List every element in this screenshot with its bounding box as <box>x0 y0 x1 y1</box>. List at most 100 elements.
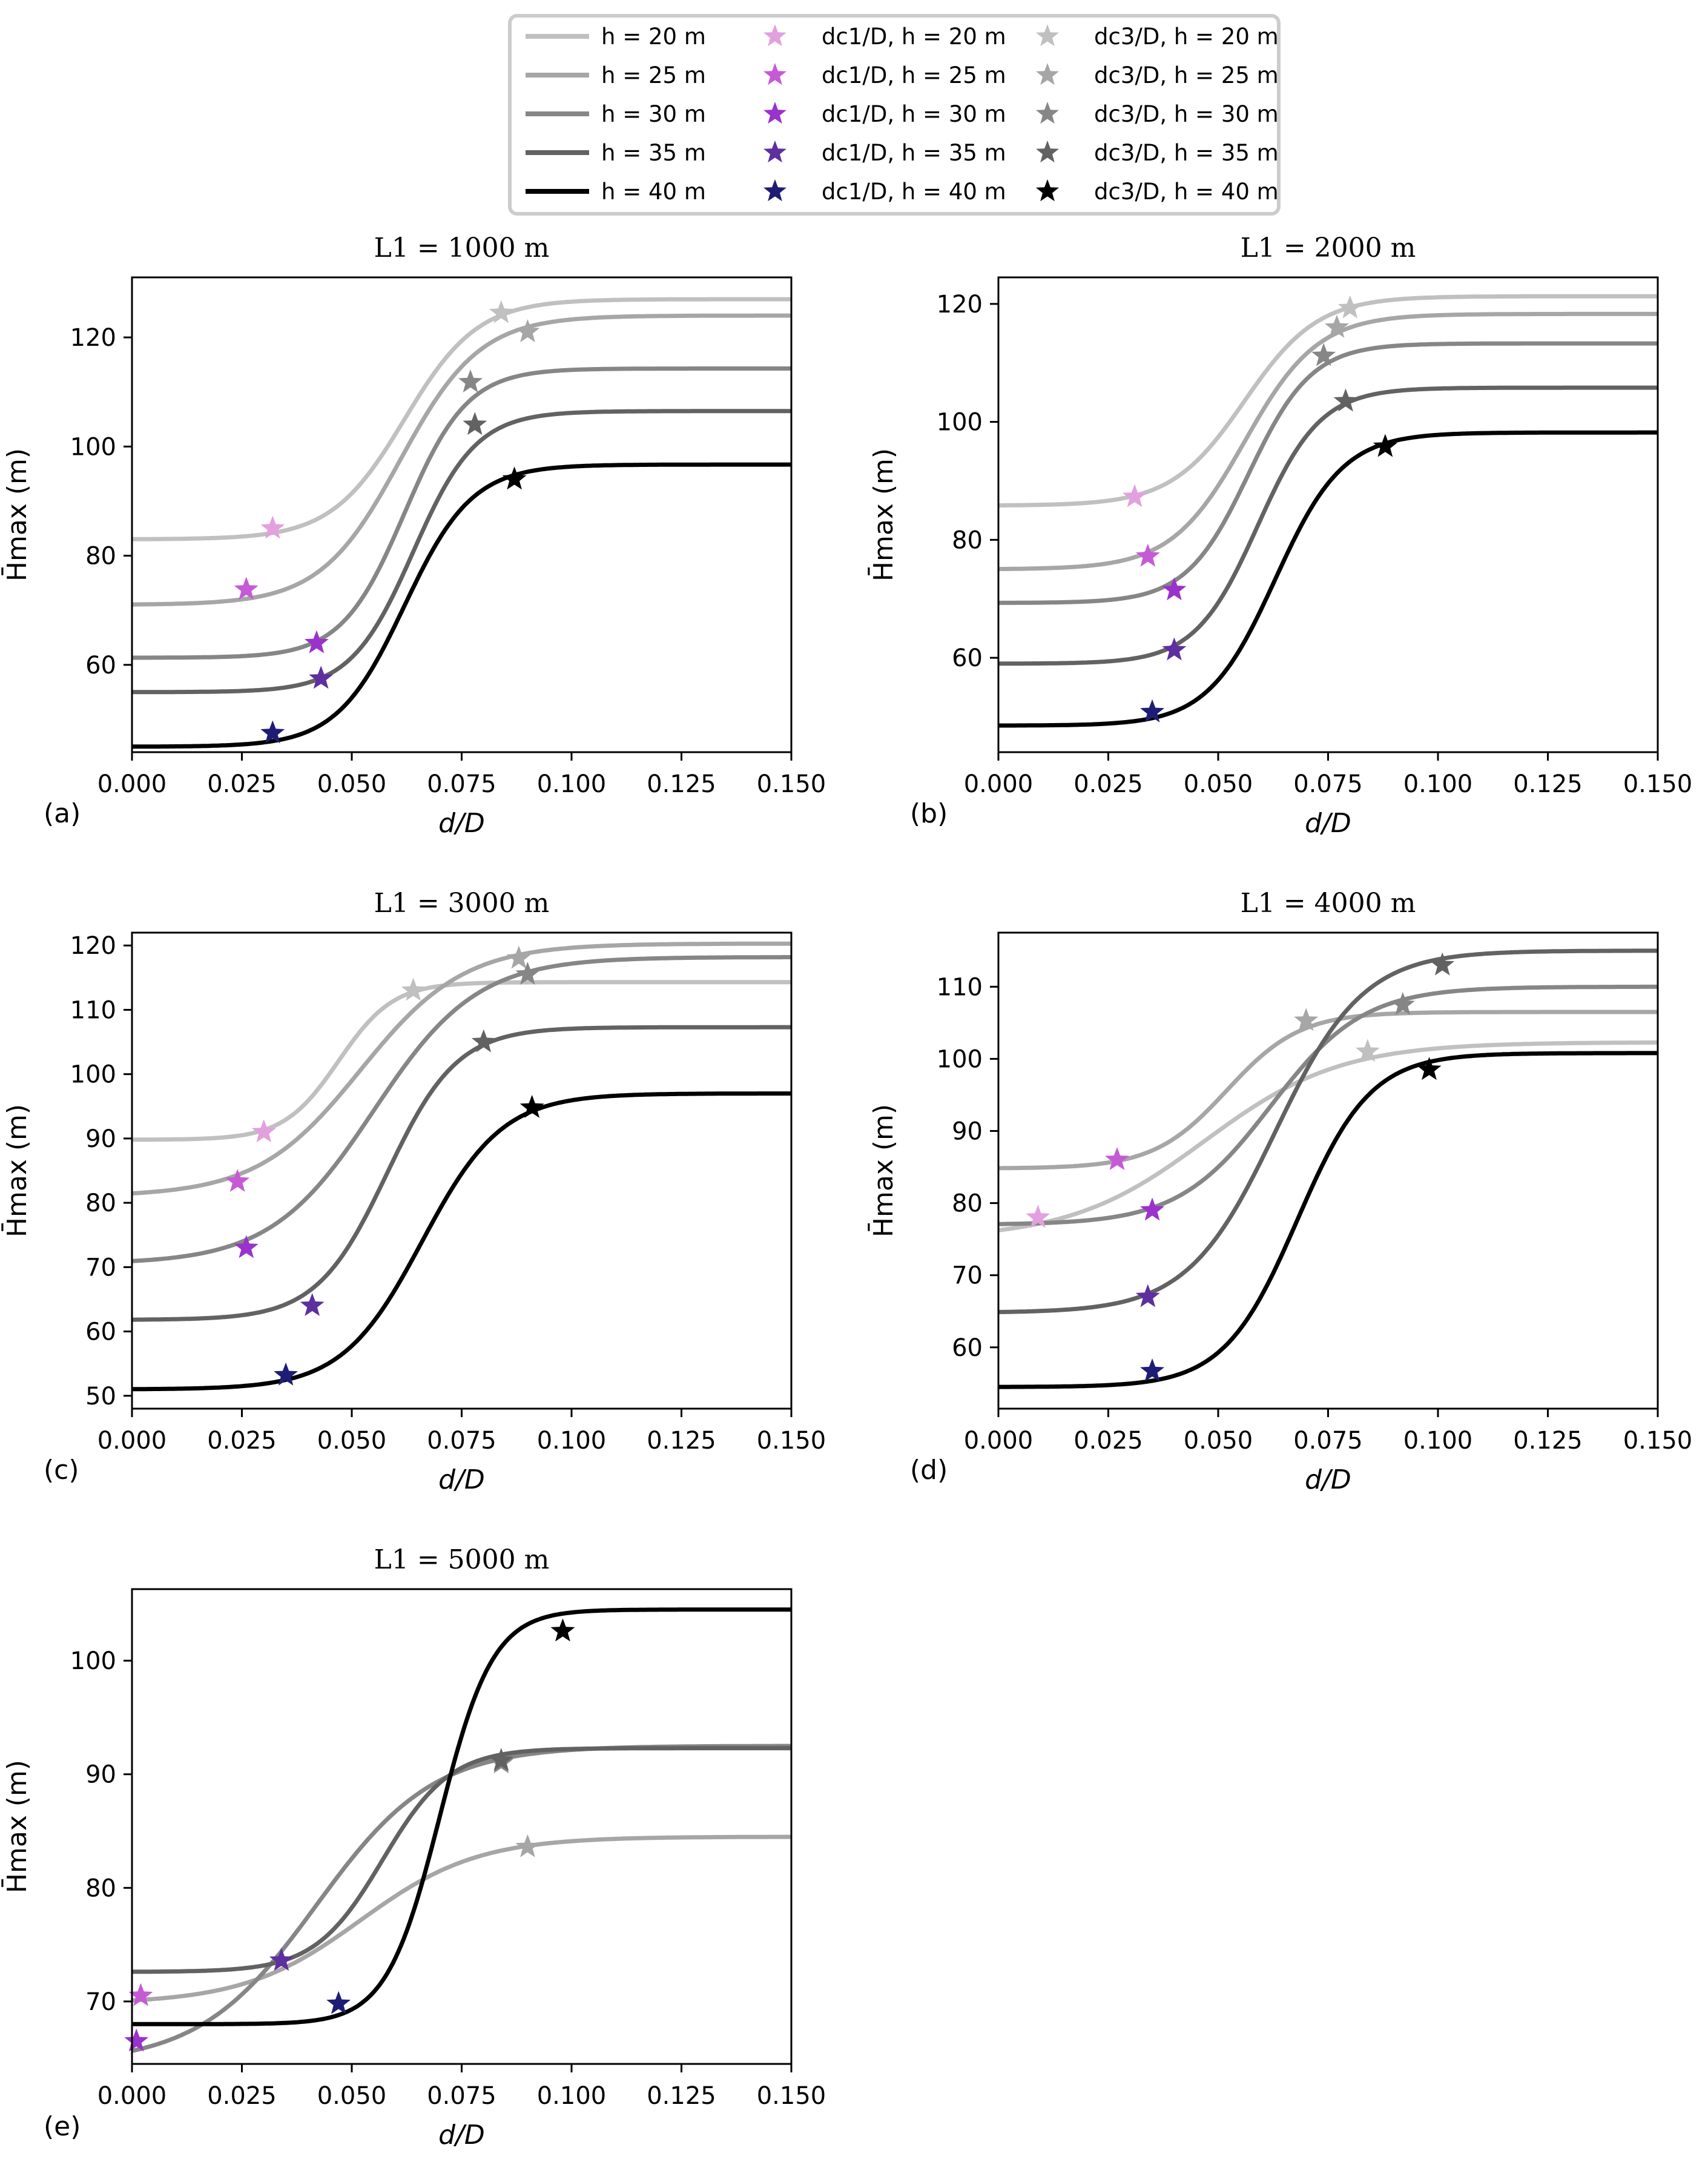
x-tick-label: 0.075 <box>1293 770 1363 798</box>
star-marker-dc3-h-20-m <box>1337 295 1362 319</box>
series-line-h-25-m <box>998 311 1658 572</box>
y-tick-label: 100 <box>70 1647 116 1675</box>
x-tick-label: 0.125 <box>647 770 716 798</box>
series-line-h-35-m <box>131 1746 791 1974</box>
x-axis-label: d/D <box>1305 808 1351 839</box>
legend-entry-dc1-d-h-40-m: dc1/D, h = 40 m <box>763 179 1006 205</box>
legend-entry-dc3-d-h-35-m: dc3/D, h = 35 m <box>1036 140 1279 166</box>
star-marker-dc3-h-40-m <box>502 466 527 490</box>
y-tick-label: 100 <box>937 409 983 437</box>
y-tick-label: 100 <box>70 433 116 461</box>
star-marker-dc3-h-35-m <box>1333 388 1358 412</box>
star-marker-dc3-h-30-m <box>515 962 540 985</box>
legend-star-swatch <box>763 179 786 202</box>
star-marker-dc3-h-25-m <box>506 945 531 969</box>
x-tick-label: 0.050 <box>317 2082 387 2110</box>
star-marker-dc1-h-40-m <box>274 1362 298 1386</box>
x-axis-ticks: 0.000 0.025 0.050 0.075 0.100 0.125 0.150 <box>964 1409 1693 1455</box>
panel-title: L1 = 5000 m <box>374 1544 550 1575</box>
y-tick-label: 70 <box>85 1254 116 1281</box>
star-marker-dc3-h-30-m <box>1390 992 1415 1016</box>
x-tick-label: 0.150 <box>757 1427 826 1455</box>
legend-star-swatch <box>1036 179 1059 202</box>
star-marker-dc3-h-35-m <box>1430 952 1455 976</box>
x-tick-label: 0.075 <box>1293 1427 1363 1455</box>
y-tick-label: 80 <box>85 1874 116 1902</box>
legend-entry-dc1-d-h-35-m: dc1/D, h = 35 m <box>763 140 1006 166</box>
panel-e: L1 = 5000 m (e) d/D H̄max (m) 0.000 0.025… <box>1 1544 826 2151</box>
star-marker-dc1-h-20-m <box>251 1119 276 1143</box>
panel-d: L1 = 4000 m (d) d/D H̄max (m) 0.000 0.025… <box>867 888 1692 1495</box>
x-axis-ticks: 0.000 0.025 0.050 0.075 0.100 0.125 0.150 <box>97 752 826 798</box>
legend-frame <box>508 14 1281 216</box>
legend-label: dc1/D, h = 30 m <box>822 101 1006 127</box>
series-line-h-20-m <box>132 297 791 541</box>
series-line-h-30-m <box>131 955 791 1263</box>
panel-title: L1 = 2000 m <box>1241 233 1416 263</box>
series-line-h-35-m <box>132 1025 791 1322</box>
x-tick-label: 0.150 <box>757 770 826 798</box>
series-line-h-40-m <box>998 1051 1658 1389</box>
star-marker-dc1-h-35-m <box>300 1293 325 1316</box>
star-marker-dc3-h-40-m <box>519 1094 544 1118</box>
star-marker-dc1-h-30-m <box>234 1235 259 1258</box>
y-axis-ticks: 50 60 70 80 90 100 110 120 <box>70 932 132 1410</box>
x-tick-label: 0.000 <box>97 2082 167 2110</box>
y-tick-label: 120 <box>70 324 116 352</box>
legend-entry-dc3-d-h-25-m: dc3/D, h = 25 m <box>1036 62 1279 88</box>
series-line-h-25-m <box>132 313 791 607</box>
x-tick-label: 0.100 <box>1403 1427 1473 1455</box>
panel-title: L1 = 3000 m <box>374 888 550 919</box>
x-axis-ticks: 0.000 0.025 0.050 0.075 0.100 0.125 0.150 <box>97 1409 826 1455</box>
star-marker-dc1-h-25-m <box>1105 1147 1129 1171</box>
legend-label: dc3/D, h = 20 m <box>1094 24 1279 50</box>
star-marker-dc1-h-40-m <box>326 1991 351 2014</box>
legend-label: dc1/D, h = 20 m <box>822 24 1006 50</box>
star-marker-dc1-h-35-m <box>1135 1284 1160 1308</box>
panel-a: L1 = 1000 m (a) d/D H̄max (m) 0.000 0.025… <box>1 233 826 839</box>
x-tick-label: 0.150 <box>1623 1427 1693 1455</box>
star-marker-dc1-h-30-m <box>1162 577 1187 601</box>
legend-label: dc3/D, h = 35 m <box>1094 140 1279 166</box>
legend-star-swatch <box>763 63 786 85</box>
series-line-h-30-m <box>131 1744 791 2053</box>
legend-items: h = 20 m h = 25 m h = 30 m h = 35 m h = 40 m… <box>526 24 1279 205</box>
star-marker-dc1-h-40-m <box>1140 1358 1165 1382</box>
panel-b: L1 = 2000 m (b) d/D H̄max (m) 0.000 0.025… <box>867 233 1692 839</box>
series-line-h-40-m <box>132 1607 791 2026</box>
x-tick-label: 0.025 <box>1073 770 1143 798</box>
x-tick-label: 0.150 <box>1623 770 1693 798</box>
star-marker-dc3-h-25-m <box>1294 1008 1319 1031</box>
legend-star-swatch <box>1036 102 1059 124</box>
y-tick-label: 90 <box>85 1761 116 1789</box>
y-axis-ticks: 60 80 100 120 <box>70 324 132 679</box>
y-axis-label: H̄max (m) <box>1 1104 33 1237</box>
series-line-h-25-m <box>131 941 791 1195</box>
axes-frame <box>131 276 793 753</box>
panel-tag: (d) <box>910 1455 948 1486</box>
legend-label: h = 40 m <box>601 179 706 205</box>
star-marker-dc1-h-25-m <box>128 1983 153 2006</box>
star-marker-dc3-h-30-m <box>458 369 483 392</box>
star-marker-dc1-h-20-m <box>1026 1205 1050 1228</box>
x-tick-label: 0.100 <box>1403 770 1473 798</box>
series-line-h-20-m <box>998 1040 1658 1232</box>
star-marker-dc3-h-35-m <box>489 1748 513 1771</box>
star-marker-dc3-h-20-m <box>401 977 426 1001</box>
star-marker-dc3-h-40-m <box>1373 434 1397 457</box>
x-axis-label: d/D <box>438 1464 485 1495</box>
star-marker-dc3-h-35-m <box>463 412 487 435</box>
y-tick-label: 120 <box>937 291 983 319</box>
y-axis-label: H̄max (m) <box>1 448 33 581</box>
star-marker-dc1-h-25-m <box>225 1169 250 1192</box>
legend-label: dc1/D, h = 35 m <box>822 140 1006 166</box>
legend-entry-h-35-m: h = 35 m <box>526 140 706 166</box>
series-lines <box>998 948 1658 1389</box>
x-tick-label: 0.025 <box>1073 1427 1143 1455</box>
legend-star-swatch <box>763 102 786 124</box>
x-tick-label: 0.050 <box>1184 1427 1253 1455</box>
series-line-h-25-m <box>131 1834 791 2003</box>
x-tick-label: 0.025 <box>207 2082 277 2110</box>
star-marker-dc1-h-35-m <box>309 666 334 689</box>
legend-entry-h-25-m: h = 25 m <box>526 62 706 88</box>
